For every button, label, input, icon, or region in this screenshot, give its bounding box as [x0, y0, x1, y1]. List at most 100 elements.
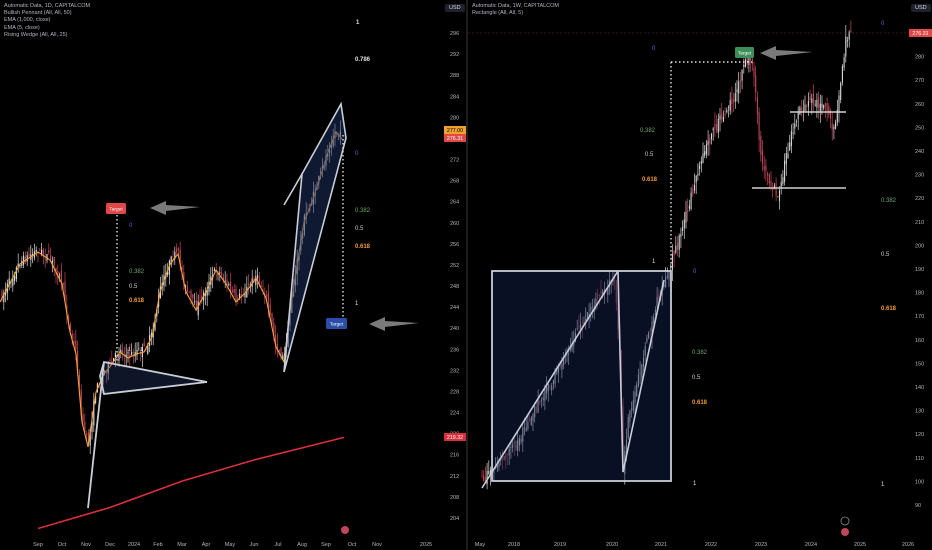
weekly-candle — [566, 354, 568, 356]
weekly-candle — [607, 286, 609, 296]
x-tick-label: 2025 — [420, 542, 432, 548]
daily-candle — [197, 301, 199, 316]
daily-candle — [170, 256, 172, 265]
daily-candle — [28, 253, 30, 257]
x-tick-label: Nov — [81, 542, 91, 548]
fib-label-1: 1 — [128, 347, 131, 353]
daily-candle — [84, 421, 86, 432]
legend-ema-1000[interactable]: EMA (1,000, close) — [4, 17, 51, 24]
left-chart-canvas[interactable]: 2042082122162202242282322362402442482522… — [0, 0, 466, 550]
weekly-candle — [743, 64, 745, 68]
legend-title[interactable]: Automatic Data, 1D, CAPITALCOM — [4, 3, 91, 9]
weekly-candle — [724, 113, 726, 116]
weekly-candle — [840, 82, 842, 101]
left-chart-pane[interactable]: 2042082122162202242282322362402442482522… — [0, 0, 466, 550]
weekly-candle — [539, 400, 541, 403]
daily-candle — [154, 320, 156, 331]
weekly-candle — [580, 324, 582, 332]
y-tick-label: 264 — [450, 200, 459, 206]
daily-candle — [41, 249, 43, 255]
weekly-candle — [812, 93, 815, 105]
price-tag-ema: 219.32 — [447, 435, 463, 441]
daily-candle — [91, 421, 93, 433]
y-tick-label: 284 — [450, 94, 459, 100]
daily-candle — [181, 267, 183, 270]
weekly-candle — [590, 306, 592, 311]
weekly-candle — [649, 328, 651, 333]
weekly-candle — [829, 110, 832, 119]
legend-bullish-pennant[interactable]: Bullish Pennant (All, All, 50) — [4, 10, 72, 17]
weekly-candle — [833, 126, 835, 130]
y-tick-label: 150 — [915, 361, 924, 367]
x-tick-label: 2024 — [128, 542, 140, 548]
fib-label-0618: 0.618 — [355, 244, 371, 250]
x-tick-label: Oct — [58, 542, 67, 548]
daily-candle — [206, 290, 208, 296]
fib-label-0382: 0.382 — [881, 198, 897, 204]
weekly-candle — [625, 439, 628, 455]
daily-candle — [138, 348, 140, 350]
weekly-candle — [546, 386, 548, 394]
daily-candle — [89, 429, 91, 446]
daily-candle — [93, 400, 95, 426]
weekly-candle — [801, 107, 803, 110]
fib-label-0618: 0.618 — [692, 400, 708, 406]
y-tick-label: 256 — [450, 242, 459, 248]
weekly-candle — [663, 284, 665, 287]
rectangle-diagonal — [622, 279, 665, 473]
currency-button[interactable]: USD — [445, 4, 465, 12]
daily-candle — [167, 272, 169, 276]
weekly-candle — [634, 391, 636, 403]
y-tick-label: 230 — [915, 173, 924, 179]
wedge-edge — [283, 173, 303, 206]
weekly-candle — [823, 105, 825, 109]
daily-candle — [48, 250, 50, 253]
y-tick-label: 140 — [915, 385, 924, 391]
weekly-candle — [780, 182, 782, 188]
legend-title[interactable]: Automatic Data, 1W, CAPITALCOM — [472, 3, 560, 9]
legend-ema-5[interactable]: EMA (5, close) — [4, 24, 40, 31]
weekly-candle — [551, 385, 553, 391]
daily-candle — [176, 248, 178, 253]
weekly-candle — [709, 137, 711, 144]
daily-candle — [278, 349, 280, 353]
y-tick-label: 200 — [915, 243, 924, 249]
daily-candle — [233, 289, 235, 293]
weekly-candle — [676, 242, 679, 250]
weekly-candle — [653, 317, 655, 324]
weekly-candle — [598, 294, 600, 296]
weekly-candle — [741, 69, 743, 81]
weekly-candle — [756, 96, 758, 115]
rising-wedge-shape — [283, 101, 347, 373]
weekly-candle — [753, 68, 755, 77]
weekly-candle — [685, 211, 687, 223]
pane-divider[interactable] — [466, 0, 468, 550]
daily-candle — [15, 267, 17, 279]
target-label-upper-bg — [106, 203, 126, 214]
x-tick-label: May — [225, 542, 236, 548]
weekly-candle — [782, 177, 784, 184]
weekly-candle — [726, 110, 728, 113]
daily-candle — [275, 334, 277, 345]
weekly-candle — [704, 151, 706, 156]
y-tick-label: 232 — [450, 368, 459, 374]
legend-rising-wedge[interactable]: Rising Wedge (All, All, 25) — [4, 31, 68, 38]
weekly-candle — [632, 400, 634, 412]
right-chart-canvas[interactable]: 9010011012013014015016017018019020021022… — [468, 0, 932, 550]
weekly-candle — [568, 353, 570, 355]
fib-label-1: 1 — [652, 259, 656, 265]
weekly-candle — [658, 294, 660, 300]
fib-label-0382: 0.382 — [355, 208, 371, 214]
daily-candle — [59, 274, 61, 276]
weekly-candle — [666, 275, 668, 278]
legend-rectangle[interactable]: Rectangle (All, All, 5) — [472, 10, 524, 17]
currency-button[interactable]: USD — [911, 4, 931, 12]
x-tick-label: Aug — [297, 542, 307, 548]
weekly-candle — [520, 438, 522, 442]
daily-candle — [248, 283, 250, 285]
daily-candle — [273, 322, 275, 336]
right-chart-pane[interactable]: 90 100 110 120 130 140 150 160 170 180 190 200 210 22… — [468, 0, 932, 550]
y-tick-label: 210 — [915, 220, 924, 226]
y-tick-label: 280 — [450, 115, 459, 121]
daily-candle — [80, 389, 82, 415]
